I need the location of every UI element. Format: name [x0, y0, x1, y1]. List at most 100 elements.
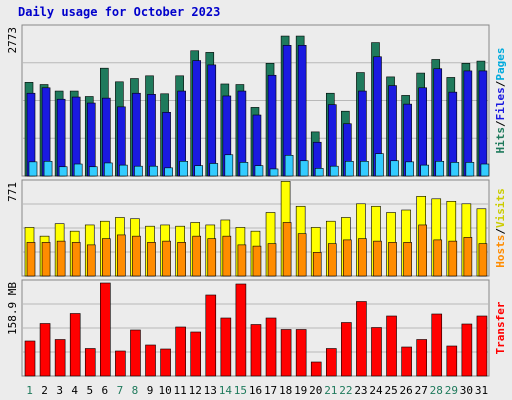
day-label: 2: [41, 384, 48, 397]
day-label: 8: [132, 384, 139, 397]
day-label: 1: [26, 384, 33, 397]
pages-bar: [28, 161, 38, 177]
transfer-bar: [205, 294, 217, 377]
day-label: 20: [309, 384, 322, 397]
legend-transfer-part: Transfer: [494, 301, 507, 354]
legend-hosts-visits-part: Hosts: [494, 235, 507, 268]
transfer-bar: [325, 348, 337, 377]
day-label: 21: [324, 384, 337, 397]
legend-hits-files-pages-part: Hits: [494, 127, 507, 154]
pages-bar: [465, 162, 475, 177]
legend-transfer: Transfer: [494, 301, 507, 354]
files-bar: [297, 45, 307, 177]
legend-hits-files-pages-part: Pages: [494, 48, 507, 81]
day-label: 13: [204, 384, 217, 397]
legend-hits-files-pages: Hits/Files/Pages: [494, 48, 507, 154]
hosts-bar: [343, 239, 352, 277]
day-label: 6: [102, 384, 109, 397]
hosts-bar: [463, 237, 473, 277]
files-bar: [327, 104, 337, 177]
transfer-bar: [280, 329, 292, 377]
day-label: 30: [460, 384, 473, 397]
hosts-bar: [117, 234, 126, 277]
pages-bar: [420, 164, 429, 177]
hosts-bar: [312, 252, 322, 277]
hosts-bar: [327, 243, 337, 277]
transfer-bar: [84, 348, 96, 377]
transfer-bar: [250, 324, 262, 377]
transfer-bar: [39, 323, 51, 377]
day-label: 9: [147, 384, 154, 397]
day-label: 10: [158, 384, 171, 397]
files-bar: [132, 92, 141, 177]
legend-hosts-visits: Hosts/Visits: [494, 188, 507, 268]
transfer-bar: [175, 326, 186, 377]
hosts-bar: [297, 233, 307, 277]
transfer-bar: [24, 340, 36, 377]
pages-bar: [179, 160, 188, 177]
pages-bar: [329, 165, 339, 177]
pages-bar: [224, 154, 234, 177]
pages-bar: [345, 160, 354, 177]
transfer-bar: [130, 329, 141, 377]
legend-hits-files-pages-part: Files: [494, 87, 507, 120]
hosts-bar: [418, 224, 427, 277]
transfer-bar: [416, 339, 427, 377]
pages-bar: [254, 165, 264, 177]
pages-bar: [104, 162, 113, 177]
day-label: 3: [56, 384, 63, 397]
day-label: 24: [369, 384, 383, 397]
day-label: 28: [430, 384, 443, 397]
hosts-bar: [358, 238, 367, 277]
transfer-bar: [446, 345, 458, 377]
day-label: 23: [354, 384, 367, 397]
day-label: 12: [189, 384, 202, 397]
hosts-bar: [132, 235, 141, 277]
pages-bar: [88, 166, 98, 177]
label-separator: /: [494, 120, 507, 127]
files-bar: [192, 60, 202, 177]
pages-bar: [284, 155, 294, 177]
pages-bar: [119, 164, 128, 177]
transfer-bar: [54, 339, 66, 377]
files-bar: [147, 94, 156, 177]
pages-bar: [164, 167, 173, 177]
files-bar: [56, 98, 66, 177]
files-bar: [418, 87, 427, 177]
day-label: 15: [234, 384, 247, 397]
transfer-bar: [476, 315, 488, 377]
files-bar: [86, 102, 96, 177]
pages-bar: [299, 160, 309, 177]
transfer-bar: [69, 313, 81, 377]
day-label: 19: [294, 384, 307, 397]
hosts-bar: [41, 242, 51, 277]
day-label: 7: [117, 384, 124, 397]
hosts-bar: [388, 242, 397, 277]
hosts-bar: [478, 243, 488, 277]
hosts-bar: [403, 242, 412, 277]
files-bar: [433, 68, 443, 177]
hosts-bar: [448, 240, 458, 277]
day-label: 31: [475, 384, 488, 397]
pages-bar: [269, 168, 279, 177]
day-label: 16: [249, 384, 262, 397]
hosts-bar: [147, 242, 156, 277]
transfer-bar: [341, 322, 352, 377]
day-label: 11: [174, 384, 187, 397]
day-label: 17: [264, 384, 277, 397]
hosts-bar: [71, 242, 81, 277]
hosts-bar: [222, 235, 232, 277]
transfer-bar: [310, 361, 322, 377]
day-label: 5: [86, 384, 93, 397]
hosts-bar: [192, 235, 202, 277]
day-label: 29: [445, 384, 458, 397]
transfer-bar: [220, 317, 232, 377]
day-label: 26: [400, 384, 413, 397]
pages-bar: [405, 161, 414, 177]
day-label: 27: [415, 384, 428, 397]
transfer-bar: [265, 317, 277, 377]
y-max-label-3: 158.9 MB: [6, 282, 19, 335]
legend-hosts-visits-part: Visits: [494, 188, 507, 228]
transfer-bar: [461, 323, 473, 377]
hosts-bar: [252, 245, 262, 277]
